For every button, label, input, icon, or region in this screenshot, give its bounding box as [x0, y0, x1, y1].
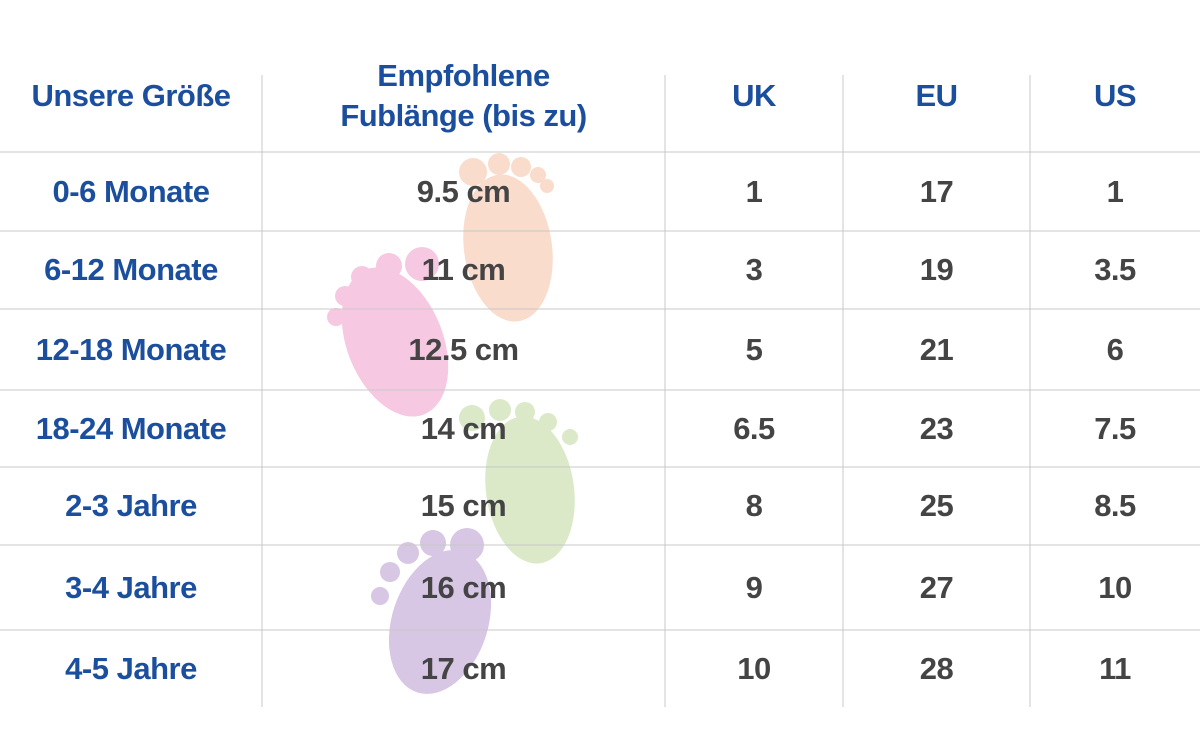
header-cell: EU [843, 40, 1030, 152]
cell-value: 27 [919, 569, 954, 605]
cell-value: 17 cm [420, 650, 507, 686]
cell-value: 7.5 [1094, 410, 1136, 446]
cell-value: 12.5 cm [408, 331, 519, 367]
foot-peach [459, 153, 554, 322]
header-text: Unsere Größe [31, 78, 231, 113]
cell-value: 1 [745, 173, 763, 209]
header-text: Fublänge (bis zu) [340, 98, 587, 133]
cell-value: 8.5 [1094, 488, 1136, 523]
cell-value: 8 [745, 488, 763, 523]
header-cell: UK [665, 40, 843, 152]
row-label: 4-5 Jahre [65, 650, 197, 686]
cell-value: 23 [919, 410, 954, 446]
cell-value: 16 cm [420, 569, 507, 605]
header-text: EU [915, 78, 958, 113]
row-label: 2-3 Jahre [65, 488, 197, 523]
cell-value: 21 [919, 331, 954, 367]
foot-green [459, 399, 578, 564]
cell-value: 10 [737, 650, 771, 686]
cell-value: 3.5 [1094, 252, 1136, 287]
cell-value: 9 [745, 569, 763, 605]
cell-value: 6.5 [733, 410, 775, 446]
cell-value: 11 [1099, 650, 1131, 686]
header-cell: US [1030, 40, 1200, 152]
row-label: 12-18 Monate [35, 331, 227, 367]
cell-value: 28 [919, 650, 954, 686]
cell-value: 25 [919, 488, 954, 523]
grid [0, 75, 1200, 707]
header-text: Empfohlene [377, 58, 550, 93]
cell-value: 6 [1106, 331, 1124, 367]
cell-value: 10 [1098, 569, 1132, 605]
cell-value: 14 cm [420, 410, 507, 446]
row-label: 18-24 Monate [35, 410, 227, 446]
cell-value: 9.5 cm [416, 173, 511, 209]
cell-value: 17 [919, 173, 954, 209]
foot-pink [327, 247, 449, 417]
cell-value: 1 [1106, 173, 1124, 209]
header-cell: Unsere Größe [0, 40, 262, 152]
row-label: 0-6 Monate [52, 173, 210, 209]
header-text: US [1093, 78, 1137, 113]
row-label: 6-12 Monate [44, 252, 218, 287]
cell-value: 5 [745, 331, 763, 367]
header-cell: Empfohlene Fublänge (bis zu) [262, 40, 665, 152]
cell-value: 15 cm [420, 488, 507, 523]
cell-value: 19 [919, 252, 954, 287]
cell-value: 11 cm [421, 252, 506, 287]
cell-value: 3 [745, 252, 763, 287]
row-label: 3-4 Jahre [65, 569, 197, 605]
header-text: UK [732, 78, 776, 113]
foot-purple [371, 528, 492, 694]
